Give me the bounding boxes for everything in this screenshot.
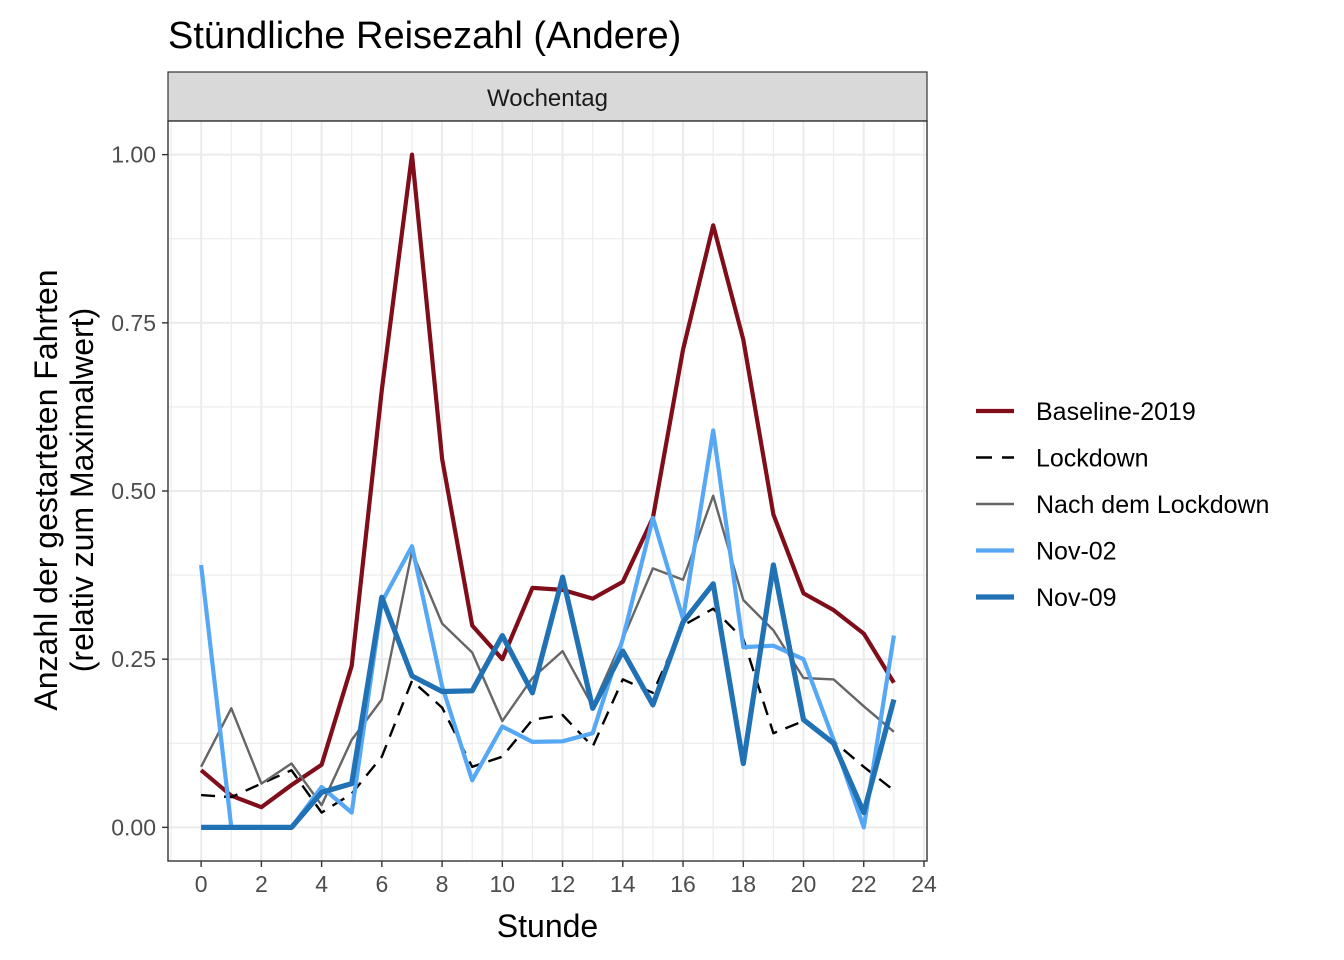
y-tick-label: 0.75 [111, 310, 156, 336]
legend-label-3: Nach dem Lockdown [1036, 491, 1269, 519]
y-tick-label: 0.50 [111, 478, 156, 504]
x-tick-label: 20 [791, 871, 817, 897]
chart-title: Stündliche Reisezahl (Andere) [168, 15, 681, 57]
facet-strip [167, 71, 928, 122]
x-tick-label: 18 [730, 871, 756, 897]
y-axis: 0.00 0.25 0.50 0.75 1.00 [111, 142, 168, 840]
y-tick-label: 1.00 [111, 142, 156, 168]
series-lines [199, 152, 897, 831]
series-line-5 [201, 562, 897, 831]
x-tick-label: 14 [610, 871, 636, 897]
y-axis-title-line-1: Anzahl der gestarteten Fahrten [28, 269, 64, 710]
x-tick-label: 12 [550, 871, 576, 897]
x-tick-label: 8 [436, 871, 449, 897]
x-tick-label: 6 [375, 871, 388, 897]
y-axis-title-line-2: (relativ zum Maximalwert) [64, 308, 100, 672]
series-line-4 [199, 428, 896, 830]
legend: Baseline-2019 Lockdown Nach dem Lockdown No… [976, 398, 1269, 612]
y-tick-label: 0.00 [111, 814, 156, 840]
x-axis-title: Stunde [497, 908, 598, 944]
legend-label-4: Nov-02 [1036, 538, 1117, 566]
legend-label-2: Lockdown [1036, 445, 1149, 473]
x-tick-label: 2 [255, 871, 268, 897]
x-tick-label: 0 [195, 871, 208, 897]
x-axis: 0 2 4 6 8 10 12 14 16 18 20 22 24 [195, 861, 937, 897]
facet-label: Wochentag [487, 85, 608, 112]
y-axis-title: Anzahl der gestarteten Fahrten (relativ … [28, 269, 100, 710]
series-line-2 [201, 607, 895, 814]
grid-lines [168, 121, 927, 861]
series-line-1 [199, 152, 896, 810]
legend-label-1: Baseline-2019 [1036, 398, 1196, 426]
x-tick-label: 4 [315, 871, 328, 897]
legend-label-5: Nov-09 [1036, 584, 1117, 612]
x-tick-label: 10 [490, 871, 516, 897]
y-tick-label: 0.25 [111, 646, 156, 672]
x-tick-label: 22 [851, 871, 877, 897]
x-tick-label: 16 [670, 871, 696, 897]
x-tick-label: 24 [911, 871, 937, 897]
